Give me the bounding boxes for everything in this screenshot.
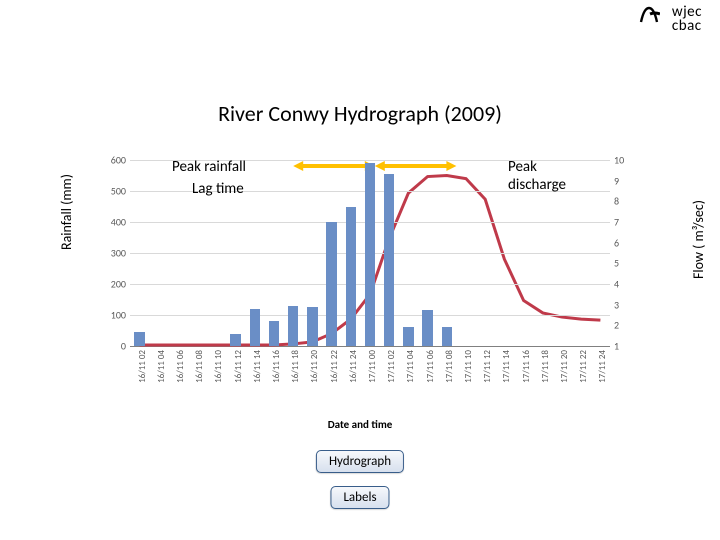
x-tick-label: 16/11 16 — [271, 350, 282, 383]
y-left-tick: 0 — [104, 340, 126, 353]
y-right-tick: 1 — [614, 340, 628, 353]
x-tick-label: 17/11 02 — [386, 350, 397, 383]
rainfall-bar — [269, 321, 280, 346]
x-tick-label: 17/11 16 — [521, 350, 532, 383]
rainfall-bar — [346, 207, 357, 347]
y-left-tick: 500 — [104, 185, 126, 198]
x-tick-label: 17/11 00 — [367, 350, 378, 383]
rainfall-bar — [422, 310, 433, 346]
x-tick-label: 17/11 06 — [425, 350, 436, 383]
x-tick-label: 16/11 14 — [252, 350, 263, 383]
brand-line2: cbac — [672, 20, 702, 34]
y-left-tick: 400 — [104, 216, 126, 229]
x-axis-labels: 16/11 02 16/11 04 16/11 06 16/11 08 16/11 10… — [130, 346, 610, 396]
rainfall-bar — [230, 334, 241, 346]
label-lag-time: Lag time — [192, 180, 244, 198]
lag-arrow — [375, 161, 457, 171]
x-tick-label: 16/11 02 — [137, 350, 148, 383]
logo-mark — [638, 4, 660, 29]
hydrograph-chart: 010020030040050060012345678910 16/11 021… — [92, 136, 632, 376]
y-right-tick: 9 — [614, 174, 628, 187]
y-left-tick: 200 — [104, 278, 126, 291]
rainfall-bar — [250, 309, 261, 346]
labels-button[interactable]: Labels — [330, 486, 389, 509]
x-tick-label: 16/11 08 — [194, 350, 205, 383]
chart-title: River Conwy Hydrograph (2009) — [0, 100, 720, 127]
rainfall-bar — [326, 222, 337, 346]
label-peak-discharge-1: Peak — [508, 158, 537, 176]
y-right-tick: 7 — [614, 216, 628, 229]
rainfall-bar — [442, 327, 453, 346]
y-left-tick: 300 — [104, 247, 126, 260]
y-axis-right-title: Flow ( m³/sec) — [690, 200, 707, 279]
rainfall-bar — [307, 307, 318, 346]
y-left-tick: 100 — [104, 309, 126, 322]
x-tick-label: 17/11 12 — [482, 350, 493, 383]
y-right-tick: 5 — [614, 257, 628, 270]
x-tick-label: 16/11 20 — [309, 350, 320, 383]
rainfall-bar — [365, 163, 376, 346]
label-peak-discharge-2: discharge — [508, 176, 566, 194]
x-tick-label: 16/11 24 — [348, 350, 359, 383]
rainfall-bar — [403, 327, 414, 346]
x-tick-label: 17/11 14 — [501, 350, 512, 383]
y-right-tick: 10 — [614, 154, 628, 167]
rainfall-bar — [134, 332, 145, 346]
x-tick-label: 17/11 08 — [444, 350, 455, 383]
hydrograph-button[interactable]: Hydrograph — [316, 450, 404, 473]
label-peak-rainfall: Peak rainfall — [172, 158, 246, 176]
y-right-tick: 3 — [614, 298, 628, 311]
x-tick-label: 17/11 04 — [405, 350, 416, 383]
x-tick-label: 16/11 06 — [175, 350, 186, 383]
x-tick-label: 16/11 12 — [233, 350, 244, 383]
rainfall-bar — [288, 306, 299, 346]
x-tick-label: 17/11 20 — [559, 350, 570, 383]
x-tick-label: 17/11 22 — [578, 350, 589, 383]
x-tick-label: 17/11 18 — [540, 350, 551, 383]
x-tick-label: 17/11 10 — [463, 350, 474, 383]
x-tick-label: 16/11 04 — [156, 350, 167, 383]
y-right-tick: 8 — [614, 195, 628, 208]
brand-logo: wjec cbac — [672, 6, 702, 33]
x-tick-label: 17/11 24 — [597, 350, 608, 383]
x-tick-label: 16/11 10 — [213, 350, 224, 383]
rainfall-bar — [384, 174, 395, 346]
y-left-tick: 600 — [104, 154, 126, 167]
x-tick-label: 16/11 18 — [290, 350, 301, 383]
y-right-tick: 2 — [614, 319, 628, 332]
y-axis-left-title: Rainfall (mm) — [58, 174, 75, 250]
lag-arrow — [293, 161, 375, 171]
x-axis-title: Date and time — [0, 418, 720, 431]
y-right-tick: 6 — [614, 236, 628, 249]
x-tick-label: 16/11 22 — [329, 350, 340, 383]
y-right-tick: 4 — [614, 278, 628, 291]
